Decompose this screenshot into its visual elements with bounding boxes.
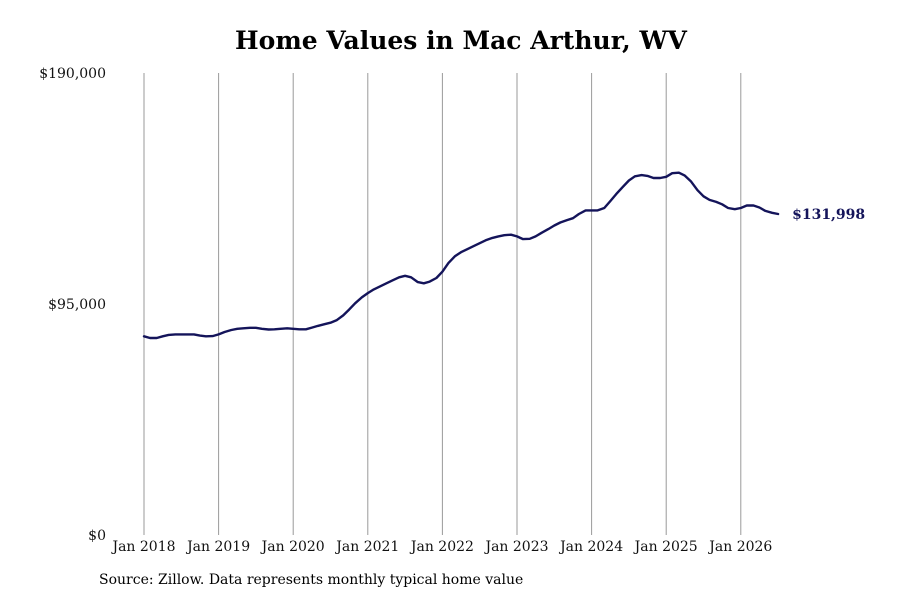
x-tick-label: Jan 2023 bbox=[483, 539, 548, 555]
x-tick-label: Jan 2020 bbox=[260, 539, 325, 555]
x-tick-label: Jan 2024 bbox=[558, 539, 623, 555]
y-axis-tick-labels: $0 $95,000 $190,000 bbox=[39, 66, 106, 544]
series-layer: $131,998 bbox=[142, 171, 865, 340]
y-tick-label: $95,000 bbox=[48, 297, 106, 313]
x-tick-label: Jan 2025 bbox=[633, 539, 698, 555]
end-value-label: $131,998 bbox=[792, 207, 865, 223]
chart-title: Home Values in Mac Arthur, WV bbox=[235, 26, 687, 55]
x-tick-label: Jan 2018 bbox=[110, 539, 175, 555]
source-note: Source: Zillow. Data represents monthly … bbox=[99, 572, 524, 588]
x-axis-tick-labels: Jan 2018 Jan 2019 Jan 2020 Jan 2021 Jan 2022… bbox=[110, 539, 772, 555]
series-line-0 bbox=[142, 171, 780, 340]
y-tick-label: $0 bbox=[88, 528, 106, 544]
x-tick-label: Jan 2021 bbox=[334, 539, 399, 555]
x-tick-label: Jan 2026 bbox=[707, 539, 772, 555]
x-tick-label: Jan 2019 bbox=[185, 539, 250, 555]
x-tick-label: Jan 2022 bbox=[409, 539, 474, 555]
y-tick-label: $190,000 bbox=[39, 66, 106, 82]
gridlines bbox=[143, 73, 742, 535]
